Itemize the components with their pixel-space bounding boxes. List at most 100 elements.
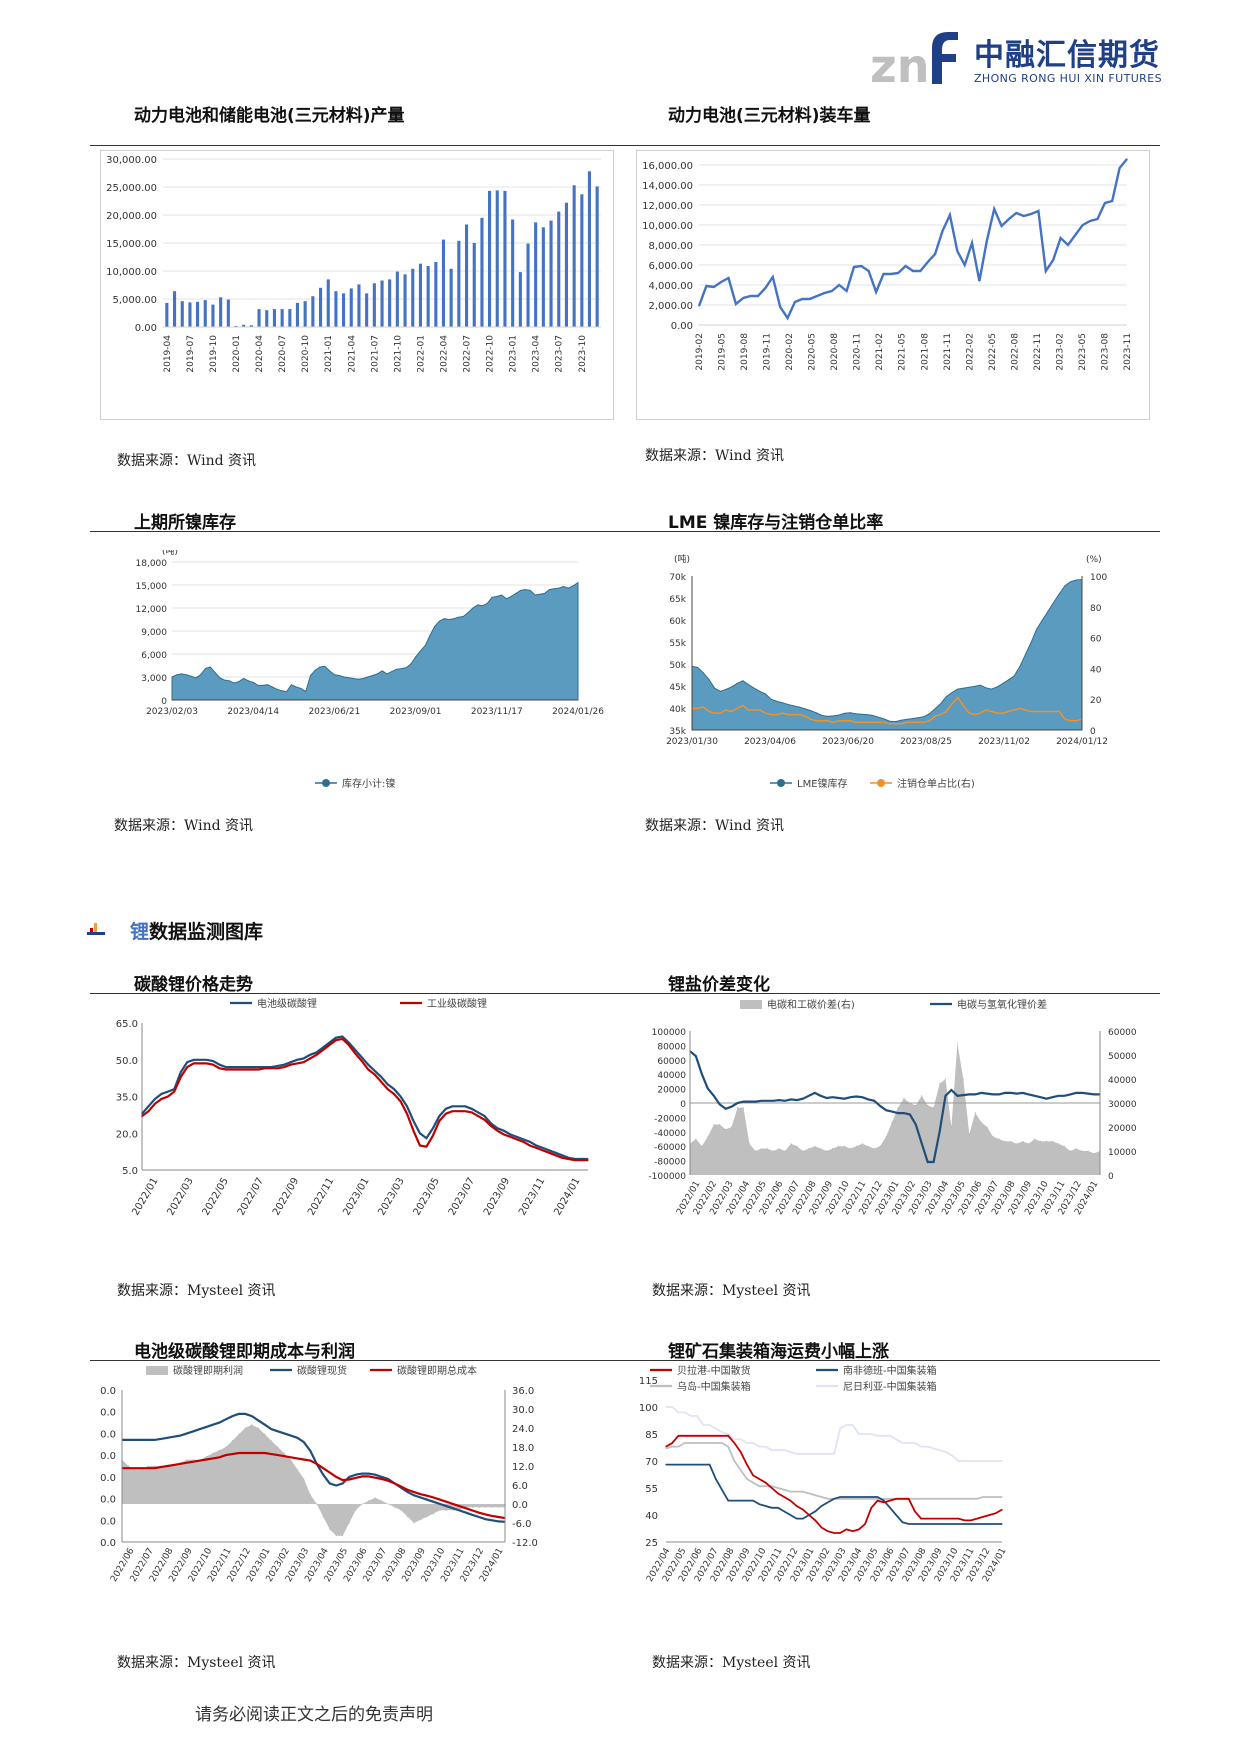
- c1-bar: [334, 291, 338, 327]
- c3-point: [286, 691, 288, 693]
- c5-s2-point: [283, 1066, 285, 1068]
- c1-bar: [587, 171, 591, 327]
- c3-point: [338, 675, 340, 676]
- c6-right-point: [986, 1126, 988, 1128]
- chart-frame-8: 贝拉港-中国散货 南非德班-中国集装箱 乌岛-中国集装箱 尼日利亚-中国集装箱 25 40…: [639, 1362, 1150, 1627]
- c4-point: [906, 718, 908, 720]
- c1-x-tick-label: 2022-04: [439, 335, 449, 373]
- c4-right-point: [968, 712, 970, 714]
- c8-s1-point: [852, 1530, 854, 1532]
- c4-point: [945, 696, 947, 698]
- c8-s3-point: [777, 1487, 779, 1489]
- c4-point: [798, 706, 800, 708]
- c7-right-point: [491, 1506, 493, 1508]
- c8-s1-point: [665, 1446, 667, 1448]
- c1-bar: [418, 263, 422, 327]
- c5-x-tick-label: 2023/07: [447, 1176, 477, 1217]
- c4-right-point: [770, 714, 772, 716]
- c2-point: [1023, 215, 1025, 217]
- c6-point: [772, 1100, 774, 1102]
- c5-s1-point: [341, 1035, 343, 1038]
- c6-point: [855, 1095, 857, 1098]
- c7-s1-point: [186, 1432, 188, 1434]
- c6-right-point: [1016, 1143, 1018, 1145]
- c6-y-tick-label: -100000: [648, 1172, 686, 1182]
- c1-bar: [265, 310, 269, 327]
- c7-s1-point: [199, 1428, 201, 1430]
- c5-s1-point: [335, 1037, 337, 1039]
- c8-s2-point: [796, 1518, 798, 1520]
- c1-bar: [203, 300, 207, 327]
- c5-s1-point: [296, 1059, 298, 1061]
- c7-s2-point: [218, 1456, 220, 1458]
- c4-point: [940, 703, 942, 705]
- c8-s4-point: [821, 1453, 823, 1455]
- c5-legend-label: 工业级碳酸锂: [427, 997, 487, 1010]
- c8-s1-point: [989, 1514, 991, 1516]
- c7-s2-point: [484, 1513, 487, 1515]
- c8-s3-point: [827, 1498, 829, 1500]
- c4-right-point: [748, 709, 749, 711]
- c5-s1-point: [458, 1105, 460, 1107]
- c4-right-point: [911, 721, 913, 723]
- c2-point: [1082, 224, 1084, 226]
- c4-x-tick-label: 2023/04/06: [744, 737, 796, 747]
- c2-point: [742, 297, 744, 299]
- c5-s1-point: [561, 1154, 563, 1156]
- c8-s4-point: [777, 1449, 779, 1451]
- c4-point: [1036, 628, 1038, 630]
- c6-right-point: [861, 1143, 863, 1145]
- c4-right-point: [991, 711, 993, 712]
- c1-x-tick-label: 2022-01: [416, 335, 426, 373]
- c1-bar: [449, 268, 453, 327]
- c4-y-tick-label: 35k: [669, 727, 686, 737]
- c3-point: [200, 674, 202, 676]
- c5-s2-point: [322, 1049, 324, 1051]
- c1-x-tick-label: 2023-10: [578, 335, 588, 373]
- chart-6-svg: 电碳和工碳价差(右) 电碳与氢氧化锂价差 -100000 -80000 -60000 -4…: [648, 998, 1137, 1217]
- c7-s1-point: [303, 1441, 305, 1443]
- c8-s4-point: [746, 1442, 748, 1444]
- c1-x-tick-label: 2023-07: [555, 335, 565, 373]
- c8-s3-point: [989, 1496, 991, 1498]
- c3-y-tick-label: 6,000: [141, 651, 167, 661]
- c8-s2-point: [901, 1521, 903, 1523]
- c8-s1-point: [939, 1518, 941, 1520]
- c5-s2-point: [251, 1068, 253, 1071]
- c8-s1-point: [696, 1435, 698, 1437]
- c6-point: [1034, 1095, 1036, 1097]
- c4-point: [895, 721, 896, 723]
- c2-point: [787, 317, 789, 319]
- c5-s1-point: [425, 1137, 427, 1139]
- c5-s2-point: [167, 1095, 169, 1098]
- c5-s2-point: [496, 1130, 499, 1132]
- c4-y-unit: (吨): [674, 553, 690, 565]
- c2-point: [971, 242, 973, 244]
- c6-right-point: [766, 1148, 768, 1150]
- c7-s2-point: [257, 1452, 259, 1454]
- c6-y-tick-label: 80000: [657, 1042, 686, 1052]
- c3-point: [434, 625, 436, 627]
- c4-right-point: [787, 714, 789, 716]
- c8-s4-point: [957, 1460, 959, 1462]
- c8-s2-point: [740, 1500, 742, 1502]
- chart-3-svg: (吨) 0 3,000 6,000 9,000 12,000 15,000 18,000 202…: [136, 545, 605, 790]
- c4-point: [787, 704, 789, 705]
- c6-right-point: [933, 1107, 935, 1109]
- c8-legend-label: 贝拉港-中国散货: [677, 1364, 751, 1377]
- c7-s2-point: [452, 1503, 454, 1505]
- c7-right-point: [394, 1506, 396, 1508]
- c7-right-point: [361, 1503, 363, 1505]
- c8-s1-point: [995, 1512, 997, 1514]
- c4-point: [770, 698, 772, 700]
- c5-s1-point: [490, 1122, 492, 1124]
- c4-right-point: [1064, 718, 1066, 720]
- c5-s1-point: [186, 1061, 188, 1063]
- c1-x-tick-label: 2021-07: [370, 335, 380, 373]
- c5-s2-point: [361, 1060, 363, 1062]
- c4-yr-tick-label: 40: [1090, 665, 1102, 675]
- c3-point: [271, 686, 273, 688]
- c7-right-point: [426, 1516, 428, 1518]
- c1-bar: [188, 302, 192, 327]
- c7-s2-point: [192, 1461, 194, 1463]
